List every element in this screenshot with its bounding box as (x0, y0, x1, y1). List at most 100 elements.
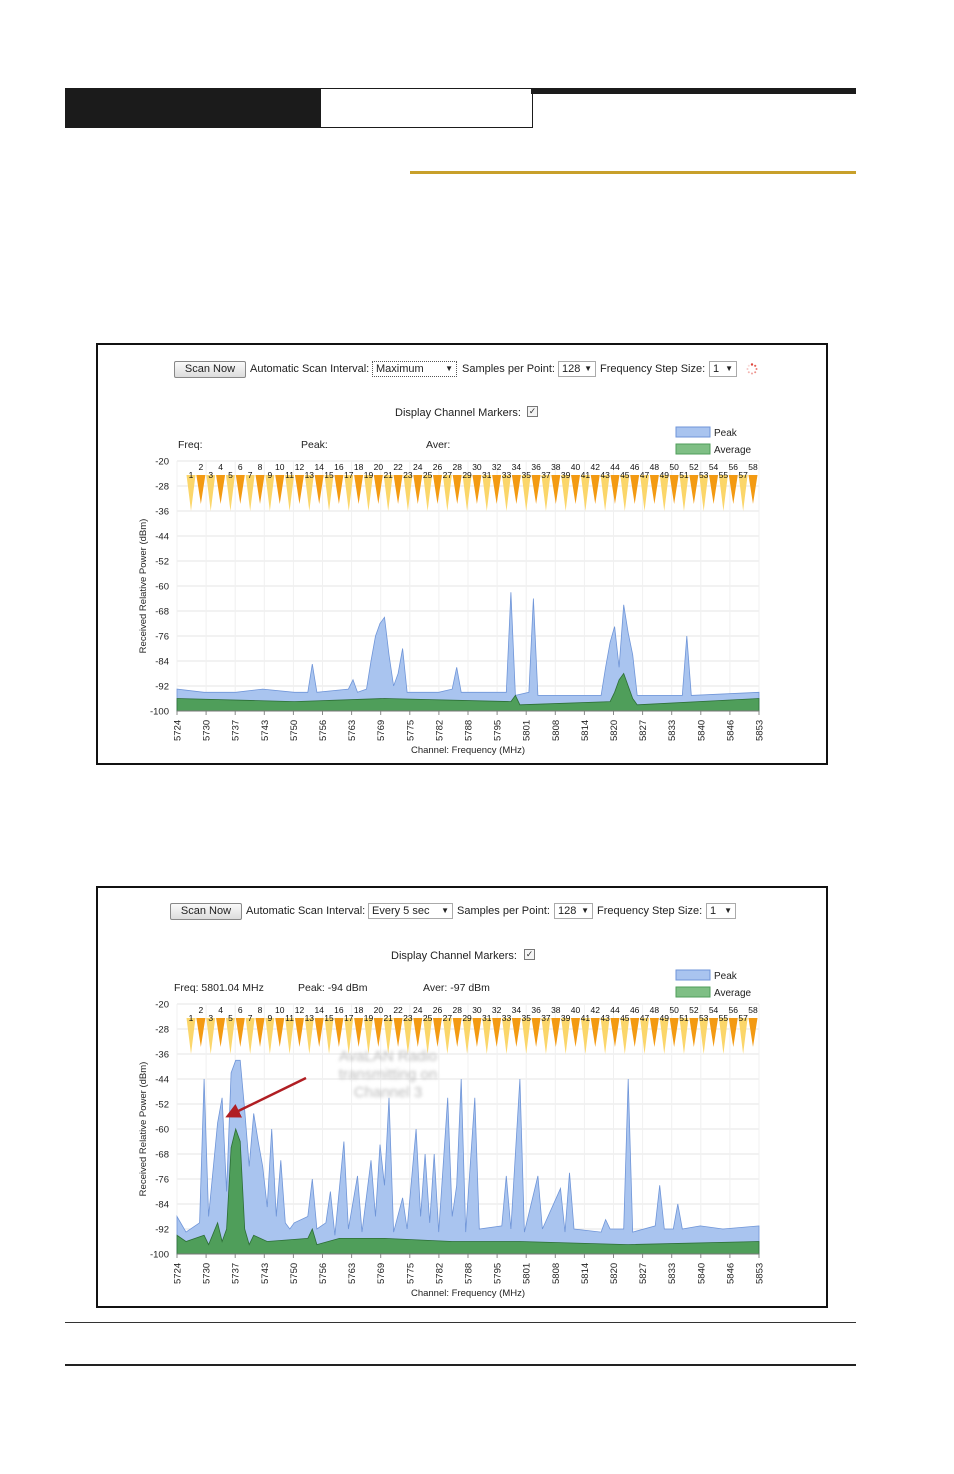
channel-marker (206, 1018, 216, 1054)
y-tick-label: -92 (155, 682, 169, 693)
channel-marker (186, 1018, 196, 1054)
channel-marker (689, 1018, 699, 1047)
channel-marker (699, 1018, 709, 1054)
channel-marker (640, 475, 650, 511)
channel-marker-label: 34 (512, 1005, 522, 1015)
x-tick-label: 5833 (667, 1263, 678, 1284)
channel-marker-label: 32 (492, 1005, 502, 1015)
channel-marker-label: 27 (443, 1013, 453, 1023)
channel-marker (442, 1018, 452, 1054)
channel-marker (383, 475, 393, 511)
y-axis-title: Received Relative Power (dBm) (138, 1062, 149, 1197)
x-tick-label: 5853 (755, 720, 766, 741)
channel-marker (304, 1018, 314, 1054)
channel-marker (669, 1018, 679, 1047)
legend-average-swatch (675, 986, 711, 998)
x-tick-label: 5743 (260, 720, 271, 741)
y-tick-label: -36 (155, 507, 169, 518)
channel-marker-label: 55 (719, 1013, 729, 1023)
scan-now-button[interactable]: Scan Now (170, 903, 242, 920)
y-tick-label: -60 (155, 582, 169, 593)
scan-now-button[interactable]: Scan Now (174, 361, 246, 378)
channel-marker (255, 1018, 265, 1047)
x-tick-label: 5801 (522, 720, 533, 741)
channel-marker (492, 1018, 502, 1047)
channel-marker (423, 475, 433, 511)
channel-marker (679, 475, 689, 511)
channel-marker-label: 58 (748, 1005, 758, 1015)
scan-interval-label: Automatic Scan Interval: (250, 363, 370, 375)
channel-marker-label: 24 (413, 462, 423, 472)
step-size-value: 1 (710, 905, 717, 917)
channel-marker-label: 26 (433, 462, 443, 472)
scan-interval-select[interactable]: Every 5 sec ▼ (368, 903, 453, 919)
channel-marker (294, 475, 304, 504)
x-tick-label: 5808 (551, 720, 562, 741)
channel-markers-checkbox[interactable]: ✓ (524, 949, 535, 960)
average-series-area (176, 672, 760, 712)
channel-marker-label: 49 (660, 470, 670, 480)
channel-marker (521, 475, 531, 511)
channel-marker (403, 1018, 413, 1054)
step-size-select[interactable]: 1 ▼ (709, 361, 737, 377)
step-size-label: Frequency Step Size: (597, 905, 703, 917)
channel-marker (551, 1018, 561, 1047)
channel-marker-label: 51 (679, 470, 689, 480)
channel-marker-label: 39 (561, 470, 571, 480)
channel-marker (689, 475, 699, 504)
loading-spinner-icon (746, 362, 758, 375)
x-tick-label: 5827 (638, 720, 649, 741)
x-tick-label: 5827 (638, 1263, 649, 1284)
channel-marker (344, 1018, 354, 1054)
x-tick-label: 5814 (580, 1263, 591, 1284)
channel-marker-label: 15 (324, 1013, 334, 1023)
channel-marker (541, 475, 551, 511)
channel-marker-label: 5 (228, 1013, 233, 1023)
y-tick-label: -28 (155, 1025, 169, 1036)
channel-marker (511, 1018, 521, 1047)
samples-select[interactable]: 128 ▼ (558, 361, 596, 377)
channel-marker-label: 9 (268, 470, 273, 480)
channel-markers-checkbox[interactable]: ✓ (527, 406, 538, 417)
legend-peak-label: Peak (714, 428, 738, 439)
channel-marker-label: 12 (295, 462, 305, 472)
channel-marker (502, 1018, 512, 1054)
channel-marker (413, 475, 423, 504)
peak-series-area (176, 592, 760, 712)
x-tick-label: 5788 (464, 720, 475, 741)
step-size-select[interactable]: 1 ▼ (706, 903, 736, 919)
section-rule (410, 171, 856, 174)
channel-marker-label: 30 (472, 1005, 482, 1015)
channel-marker (551, 475, 561, 504)
channel-markers-label: Display Channel Markers: (391, 950, 517, 962)
channel-marker (511, 475, 521, 504)
channel-marker (502, 475, 512, 511)
channel-marker (630, 1018, 640, 1047)
x-tick-label: 5750 (289, 1263, 300, 1284)
channel-marker (649, 475, 659, 504)
scan-interval-select[interactable]: Maximum ▼ (372, 361, 457, 377)
channel-marker (245, 1018, 255, 1054)
channel-marker (699, 475, 709, 511)
samples-select[interactable]: 128 ▼ (554, 903, 593, 919)
channel-marker (294, 1018, 304, 1047)
channel-marker-label: 29 (462, 1013, 472, 1023)
channel-marker (600, 1018, 610, 1054)
x-tick-label: 5743 (260, 1263, 271, 1284)
legend-peak-swatch (675, 969, 711, 981)
channel-marker (344, 475, 354, 511)
channel-marker (580, 1018, 590, 1054)
channel-marker (659, 1018, 669, 1054)
channel-marker (285, 475, 295, 511)
spectrum-screenshot-1: Scan Now Automatic Scan Interval: Maximu… (96, 343, 828, 765)
channel-marker-label: 28 (452, 462, 462, 472)
channel-marker (275, 475, 285, 504)
channel-marker-label: 16 (334, 1005, 344, 1015)
y-tick-label: -68 (155, 1150, 169, 1161)
x-tick-label: 5756 (318, 1263, 329, 1284)
x-tick-label: 5801 (522, 1263, 533, 1284)
x-tick-label: 5788 (464, 1263, 475, 1284)
channel-marker-label: 10 (275, 462, 285, 472)
channel-marker (571, 1018, 581, 1047)
